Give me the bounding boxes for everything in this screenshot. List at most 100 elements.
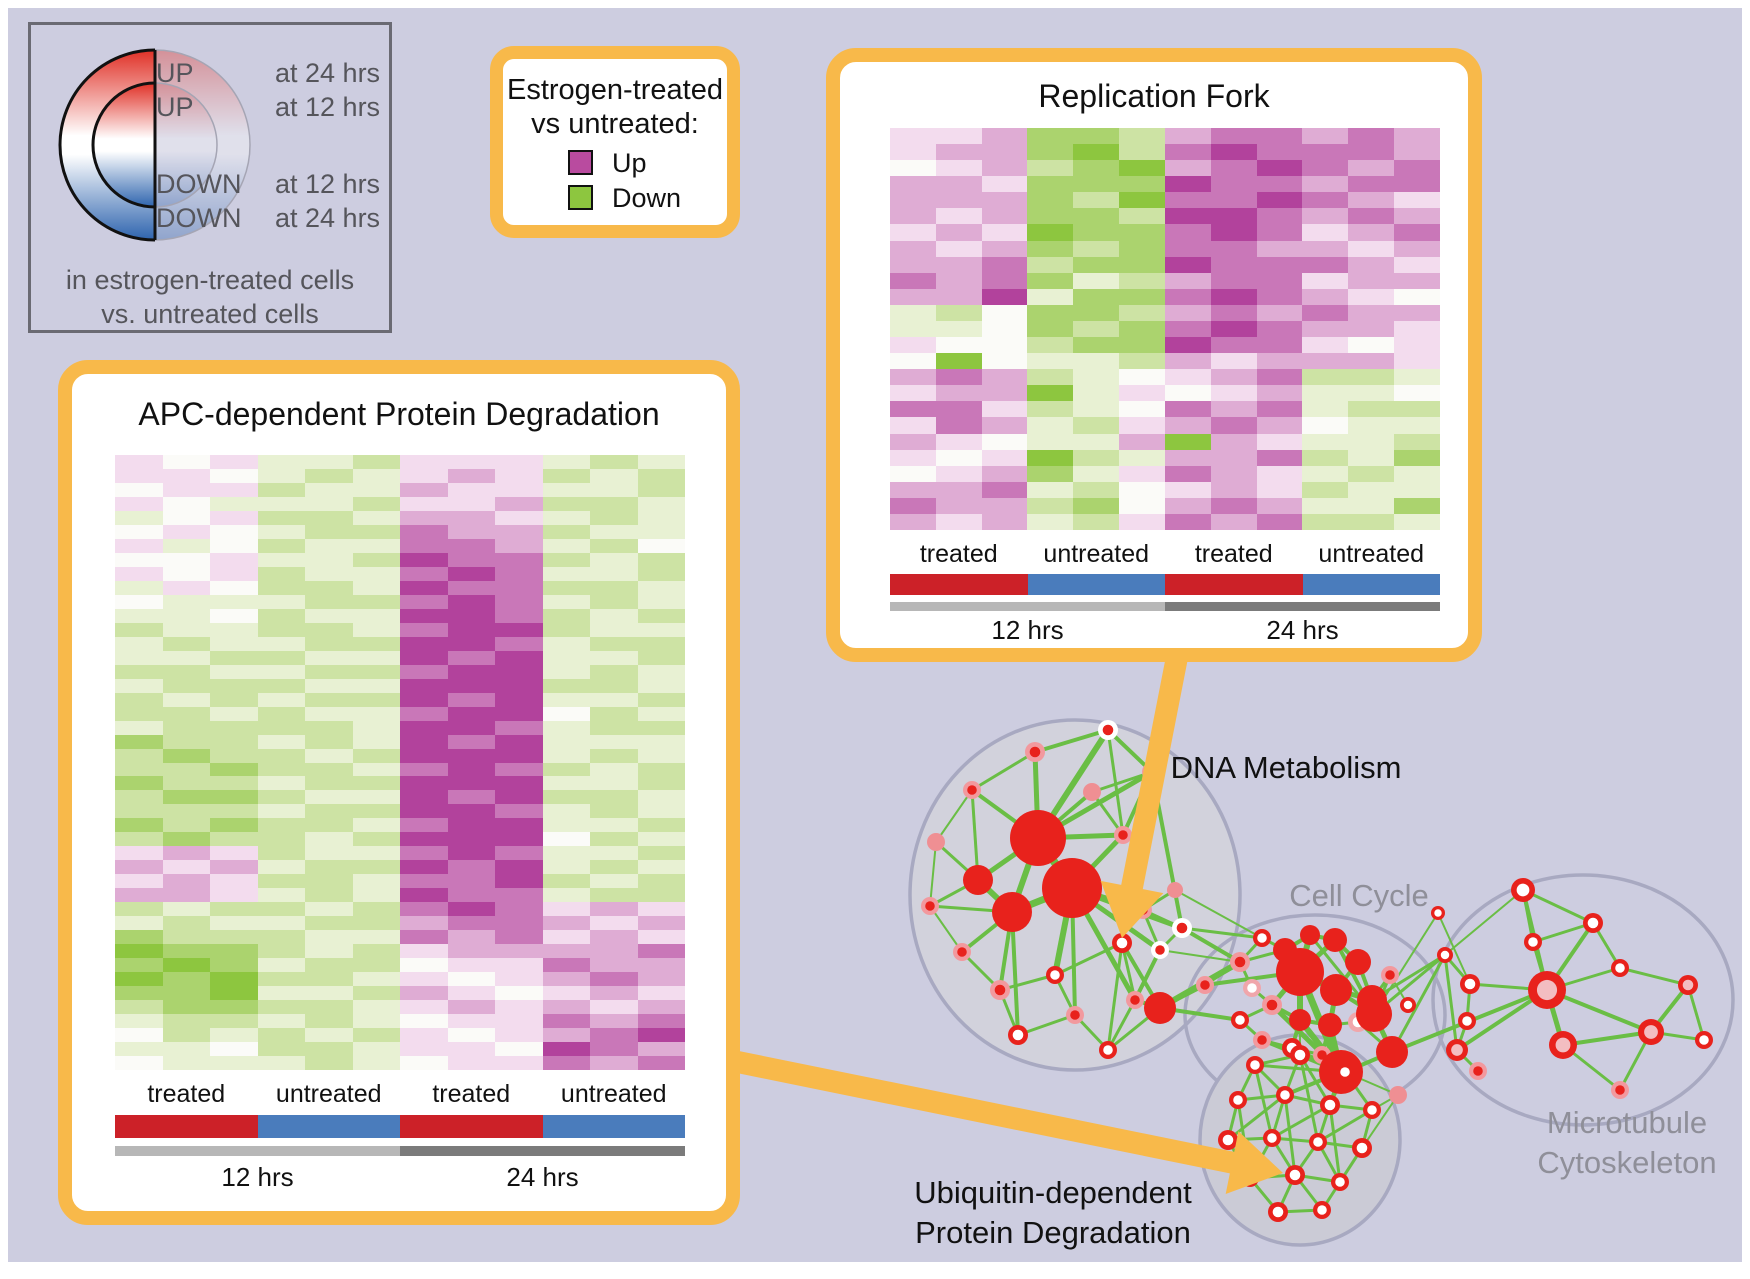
heatmap-cell	[1164, 128, 1211, 145]
heatmap-cell	[542, 860, 590, 875]
network-edge	[1227, 1093, 1286, 1142]
estrogen-legend-title-line1: Estrogen-treated	[506, 74, 723, 106]
heatmap-cell	[1256, 433, 1303, 450]
heatmap-cell	[637, 972, 685, 987]
heatmap-cell	[1302, 176, 1349, 193]
heatmap-cell	[1119, 272, 1165, 289]
heatmap-cell	[115, 1042, 163, 1057]
heatmap-cell	[210, 566, 258, 581]
heatmap-cell	[637, 706, 685, 721]
heatmap-cell	[1394, 208, 1440, 225]
network-edge	[1298, 1054, 1320, 1143]
heatmap-cell	[1164, 176, 1211, 193]
heatmap-cell	[542, 874, 590, 889]
heatmap-cell	[305, 832, 353, 847]
heatmap-cell	[890, 176, 936, 193]
heatmap-cell	[257, 734, 305, 749]
heatmap-cell	[352, 664, 400, 679]
color-bar-segment	[400, 1115, 543, 1138]
heatmap-cell	[890, 192, 936, 209]
heatmap-cell	[305, 552, 353, 567]
heatmap-cell	[590, 510, 638, 525]
heatmap-cell	[1119, 320, 1165, 338]
heatmap-cell	[495, 692, 543, 707]
heatmap-cell	[1073, 304, 1120, 321]
heatmap-cell	[637, 552, 685, 567]
heatmap-cell	[162, 622, 210, 637]
heatmap-cell	[257, 706, 305, 721]
network-node-core	[1324, 1099, 1336, 1111]
heatmap-cell	[590, 734, 638, 749]
heatmap-cell	[115, 804, 163, 819]
heatmap-cell	[447, 1028, 495, 1043]
heatmap-cell	[637, 720, 685, 735]
network-edge	[1054, 941, 1123, 977]
heatmap-cell	[115, 552, 163, 567]
heatmap-cell	[1256, 465, 1303, 482]
heatmap-cell	[981, 481, 1028, 498]
heatmap-cell	[1164, 288, 1211, 305]
heatmap-cell	[162, 1056, 210, 1070]
heatmap-cell	[305, 664, 353, 679]
cluster-microtubule-cytoskeleton	[1431, 873, 1735, 1127]
heatmap-cell	[1119, 208, 1165, 225]
heatmap-cell	[1073, 208, 1120, 225]
heatmap-cell	[352, 608, 400, 623]
network-node-core	[1176, 922, 1188, 934]
network-node-p	[1389, 1086, 1407, 1104]
network-edge	[1522, 888, 1594, 925]
heatmap-cell	[447, 482, 495, 497]
heatmap-cell	[162, 510, 210, 525]
heatmap-cell	[352, 972, 400, 987]
heatmap-cell	[495, 818, 543, 833]
heatmap-cell	[305, 902, 353, 917]
heatmap-cell	[935, 272, 982, 289]
heatmap-cell	[1210, 385, 1257, 402]
heatmap-cell	[352, 776, 400, 791]
updown-row-time: at 24 hrs	[275, 58, 381, 88]
heatmap-cell	[495, 720, 543, 735]
network-node-core	[925, 901, 935, 911]
updown-row-word: UP	[156, 92, 194, 122]
heatmap-cell	[115, 566, 163, 581]
heatmap-cell	[981, 385, 1028, 402]
heatmap-cell	[1302, 224, 1349, 241]
network-node-core	[1102, 724, 1114, 736]
heatmap-cell	[637, 888, 685, 903]
heatmap-cell	[590, 748, 638, 763]
heatmap-cell	[1394, 320, 1440, 338]
heatmap-cell	[1256, 320, 1303, 338]
heatmap-cell	[257, 650, 305, 665]
legend-up-swatch	[568, 150, 593, 175]
heatmap-cell	[257, 482, 305, 497]
network-node-s	[992, 892, 1032, 932]
axis-label: treated	[919, 540, 998, 568]
heatmap-cell	[590, 455, 638, 469]
heatmap-cell	[1210, 160, 1257, 177]
heatmap-cell	[305, 860, 353, 875]
heatmap-cell	[115, 580, 163, 595]
network-node-s	[1320, 974, 1352, 1006]
heatmap-cell	[447, 762, 495, 777]
heatmap-cell	[935, 128, 982, 145]
network-node-core	[1118, 830, 1128, 840]
heatmap-cell	[447, 706, 495, 721]
heatmap-cell	[495, 524, 543, 539]
heatmap-cell	[400, 552, 448, 567]
heatmap-cell	[1210, 401, 1257, 418]
heatmap-cell	[935, 497, 982, 514]
network-node-p	[1167, 882, 1183, 898]
heatmap-cell	[890, 353, 936, 370]
heatmap-cell	[1302, 240, 1349, 257]
heatmap-cell	[162, 720, 210, 735]
heatmap-cell	[162, 692, 210, 707]
network-node-core	[1473, 1066, 1483, 1076]
heatmap-cell	[1302, 160, 1349, 177]
heatmap-cell	[210, 482, 258, 497]
heatmap-cell	[637, 1000, 685, 1015]
heatmap-cell	[890, 288, 936, 305]
heatmap-cell	[542, 1028, 590, 1043]
network-edge	[1443, 954, 1459, 1051]
heatmap-cell	[890, 256, 936, 273]
heatmap-cell	[542, 1056, 590, 1070]
